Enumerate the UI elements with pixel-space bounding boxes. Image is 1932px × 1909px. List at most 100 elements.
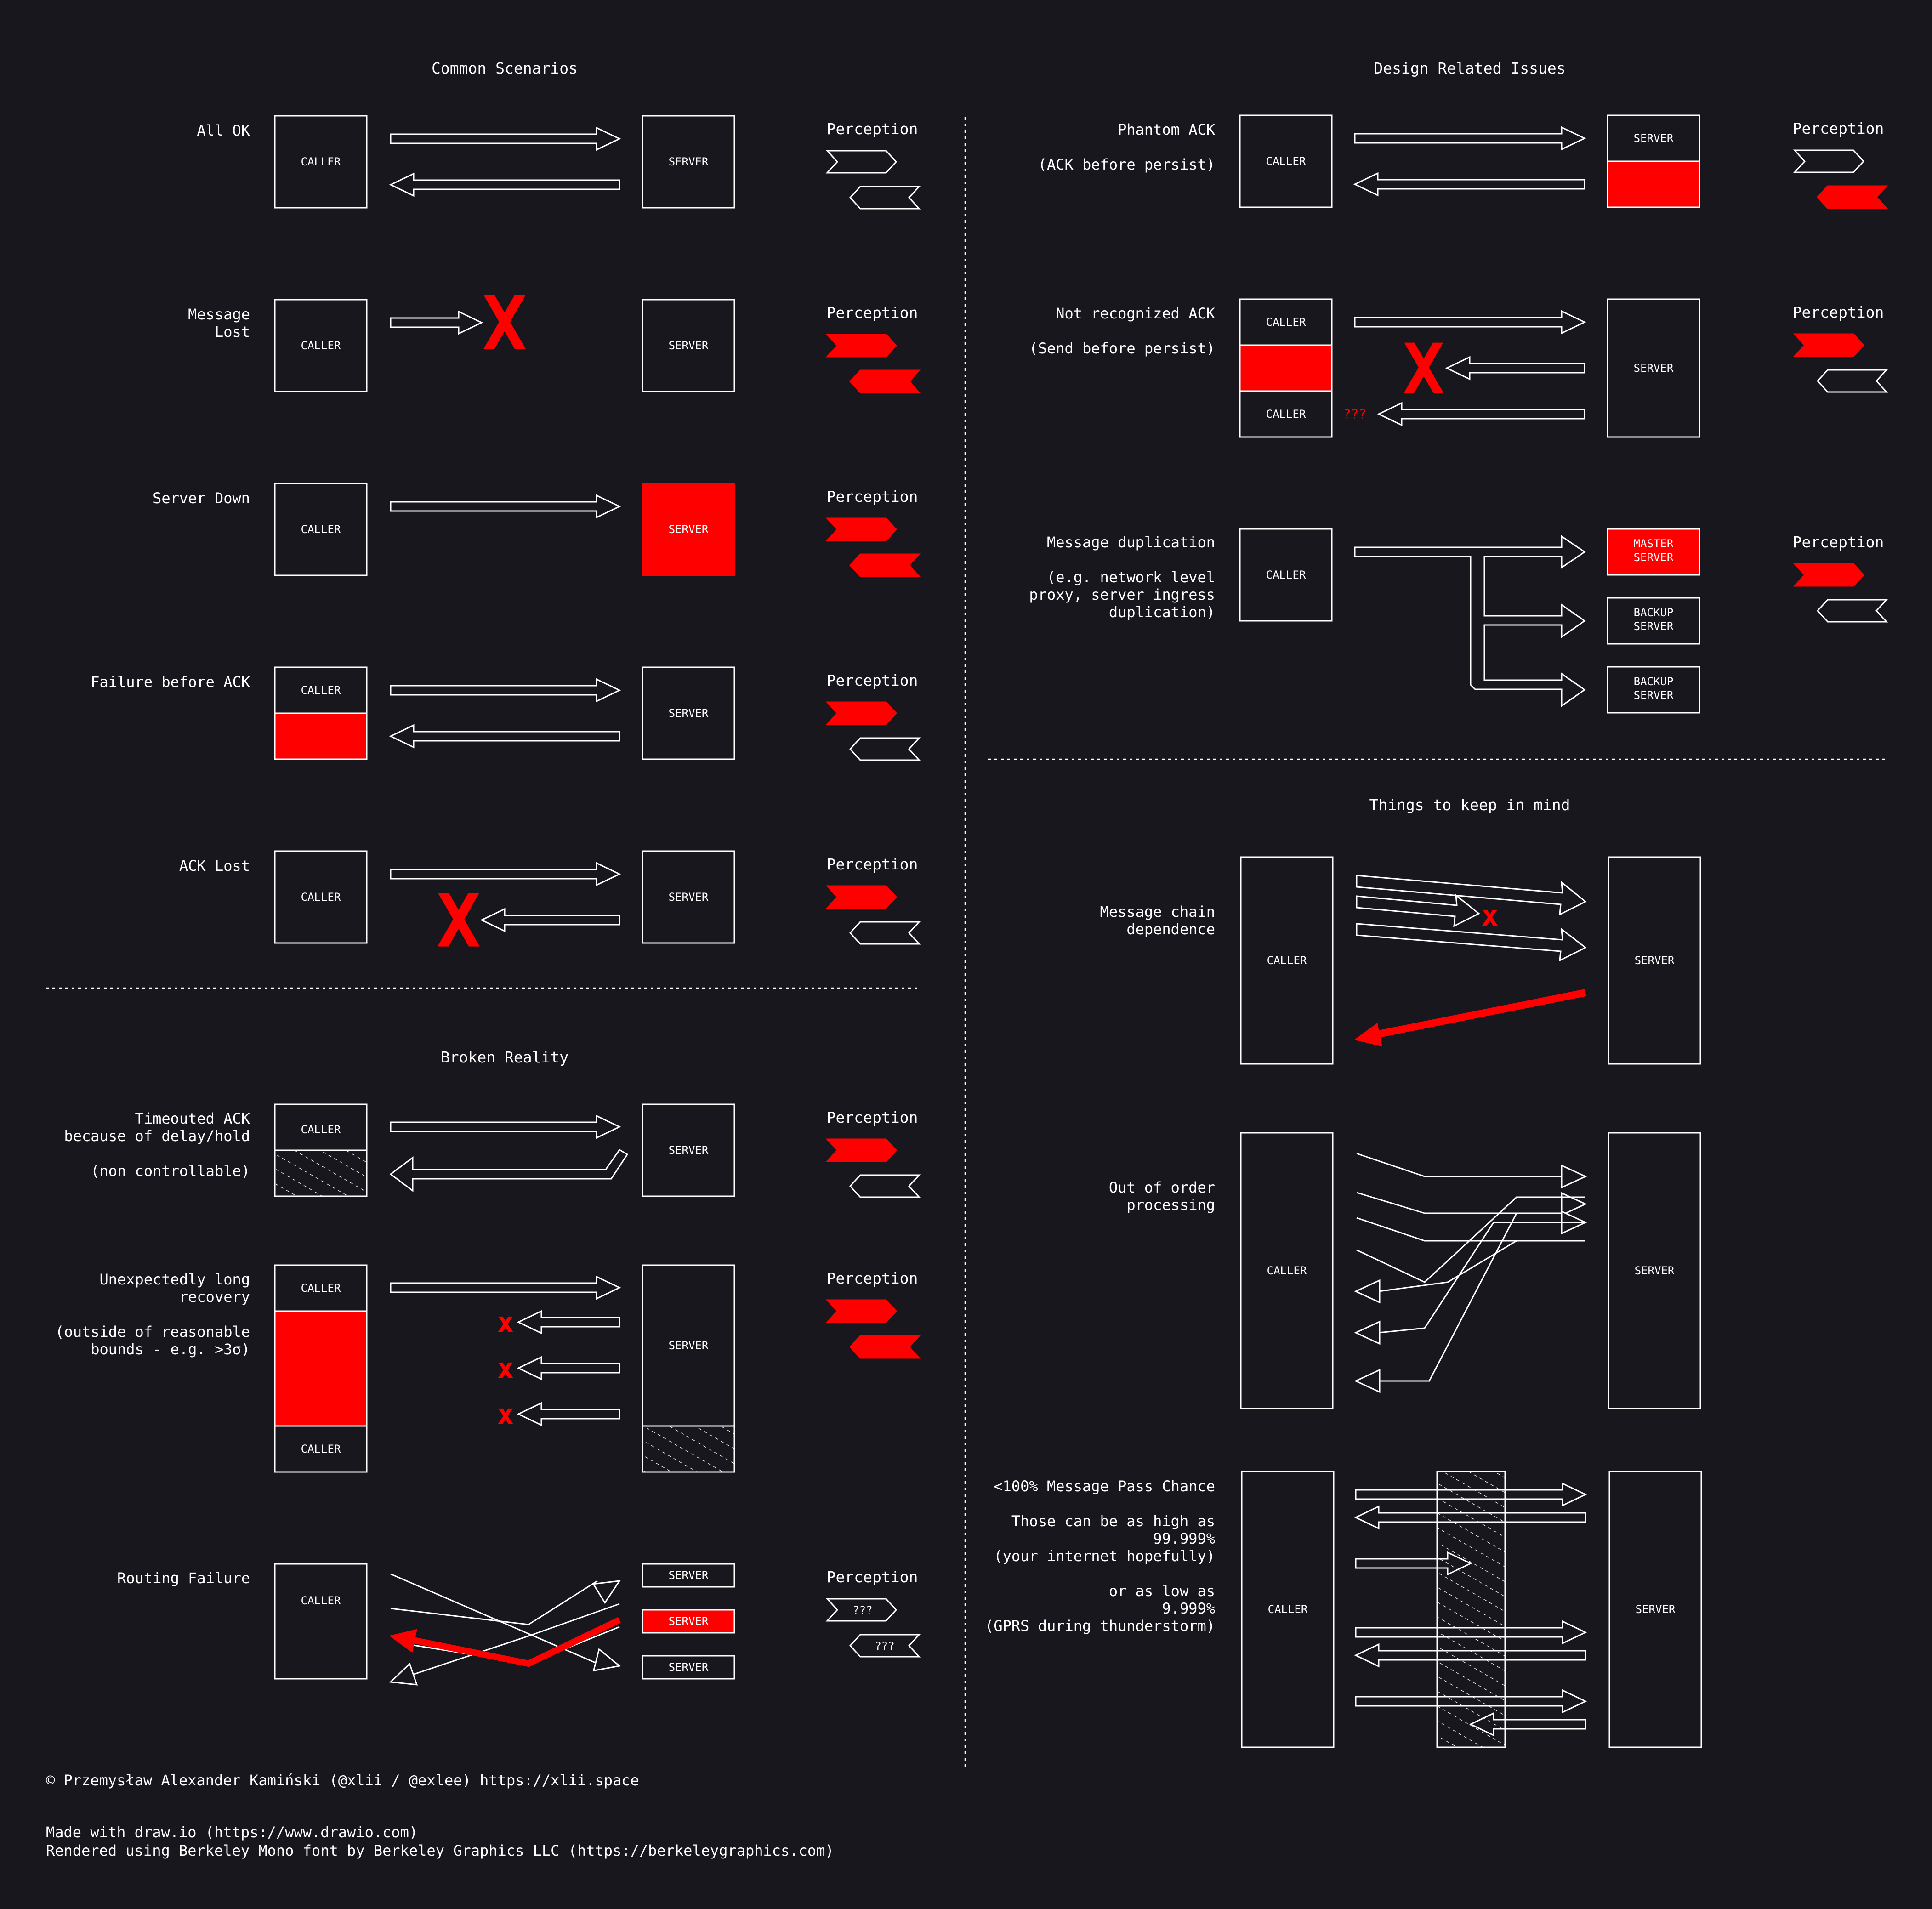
failure-x-mark: x: [1481, 899, 1498, 932]
perception-request-shape: [825, 1598, 898, 1622]
perception-title: Perception: [827, 304, 918, 322]
scenario-label: Message duplication: [1047, 534, 1215, 551]
server-box: [1608, 1471, 1702, 1748]
server-box: [642, 1103, 735, 1197]
node-label: BACKUP: [1634, 606, 1674, 619]
scenario-label: Those can be as high as: [1011, 1512, 1215, 1530]
node-label: CALLER: [1267, 1264, 1307, 1277]
caller-box: [1241, 1471, 1335, 1748]
server-box: [642, 666, 735, 760]
arrow-right: [1354, 310, 1586, 335]
scenario-label: because of delay/hold: [64, 1127, 250, 1145]
perception-title: Perception: [827, 488, 918, 506]
arrow-head: [1354, 1023, 1382, 1047]
arrow-delayed-ack: [389, 1149, 629, 1192]
node-label: CALLER: [1266, 408, 1306, 420]
perception-response-shape: [849, 1634, 921, 1658]
ooo-response-path: [1378, 1222, 1585, 1334]
ooo-request-path: [1356, 1153, 1562, 1177]
caller-box: [1239, 114, 1333, 208]
caller-delay-region: [274, 1149, 368, 1197]
perception-response-shape: [849, 737, 921, 761]
arrow-chain-1: [1356, 875, 1587, 916]
node-label: SERVER: [669, 891, 709, 903]
node-label: CALLER: [301, 1594, 341, 1607]
perception-title: Perception: [827, 1269, 918, 1287]
scenario-label: Out of order: [1109, 1179, 1215, 1196]
scenario-label: recovery: [179, 1288, 250, 1306]
caller-box: [1239, 528, 1333, 622]
server-box: [642, 850, 735, 944]
perception-response-shape: [849, 1335, 921, 1359]
perception-response-shape: [849, 553, 921, 577]
node-label: CALLER: [301, 339, 341, 352]
server-recovery-region: [642, 1425, 735, 1473]
caller-box: [274, 483, 368, 576]
arrow-left: [1445, 356, 1585, 381]
arrow-head: [1354, 1320, 1381, 1345]
arrow-right: [1354, 126, 1586, 151]
node-label: SERVER: [669, 155, 709, 168]
perception-response-shape: [1816, 185, 1888, 209]
node-label: CALLER: [301, 684, 341, 697]
arrow-head: [592, 1580, 621, 1604]
scenario-label: duplication): [1109, 603, 1215, 621]
scenario-label: Lost: [215, 323, 250, 341]
perception-response-shape: [1816, 369, 1888, 393]
section-title-design: Design Related Issues: [1374, 59, 1565, 77]
perception-request-shape: [825, 701, 898, 725]
perception-request-shape: [825, 150, 898, 174]
caller-failure-region: [274, 1310, 368, 1427]
server-box-failed: [642, 1609, 735, 1634]
perception-request-shape: [1793, 149, 1865, 173]
scenario-label: Server Down: [153, 489, 250, 507]
perception-request-shape: [825, 885, 898, 909]
scenario-label: Not recognized ACK: [1056, 305, 1216, 322]
route-path-1: [390, 1573, 598, 1665]
node-label: CALLER: [301, 891, 341, 903]
arrow-left: [480, 908, 620, 932]
unknown-ack-mark: ???: [1343, 406, 1367, 421]
perception-request-shape: [1793, 563, 1865, 587]
scenario-label: (ACK before persist): [1038, 156, 1215, 173]
node-label: SERVER: [1634, 551, 1674, 564]
arrow-dropped: [1355, 1551, 1472, 1576]
node-label: SERVER: [1634, 620, 1674, 633]
arrow-left: [517, 1310, 620, 1335]
arrow-left: [389, 172, 620, 197]
scenario-label: Unexpectedly long: [99, 1271, 250, 1288]
arrow-pass: [1355, 1620, 1587, 1645]
perception-title: Perception: [1793, 303, 1884, 321]
server-box: [642, 115, 735, 209]
arrow-dropped: [1469, 1712, 1586, 1737]
node-label: CALLER: [1266, 568, 1306, 581]
scenario-label: (Send before persist): [1029, 340, 1215, 357]
perception-request-shape: [825, 1138, 898, 1162]
perception-response-shape: [849, 369, 921, 393]
node-label: MASTER: [1634, 537, 1674, 550]
node-label: SERVER: [1635, 954, 1675, 967]
perception-request-shape: [825, 1299, 898, 1323]
perception-title: Perception: [827, 120, 918, 138]
server-box: [1608, 1132, 1701, 1409]
arrow-head: [1354, 1369, 1381, 1393]
scenario-label: Message chain: [1100, 903, 1215, 920]
server-box: [642, 299, 735, 392]
arrow-right: [390, 862, 621, 886]
arrow-head: [1561, 1192, 1587, 1216]
node-label: CALLER: [301, 1123, 341, 1136]
node-label: SERVER: [669, 523, 709, 536]
arrow-pass: [1355, 1482, 1587, 1507]
node-label: SERVER: [669, 1569, 709, 1582]
perception-title: Perception: [1793, 119, 1884, 137]
route-path-2: [390, 1580, 598, 1625]
node-label: CALLER: [1268, 1603, 1308, 1616]
node-label: SERVER: [669, 1615, 709, 1628]
server-box: [1607, 298, 1700, 438]
arrow-pass: [1355, 1689, 1587, 1714]
arrow-right: [390, 1114, 621, 1139]
node-label: SERVER: [1634, 132, 1674, 145]
backup-server-box: [1607, 666, 1700, 714]
node-label: CALLER: [1267, 954, 1307, 967]
arrow-head: [1354, 1279, 1381, 1304]
